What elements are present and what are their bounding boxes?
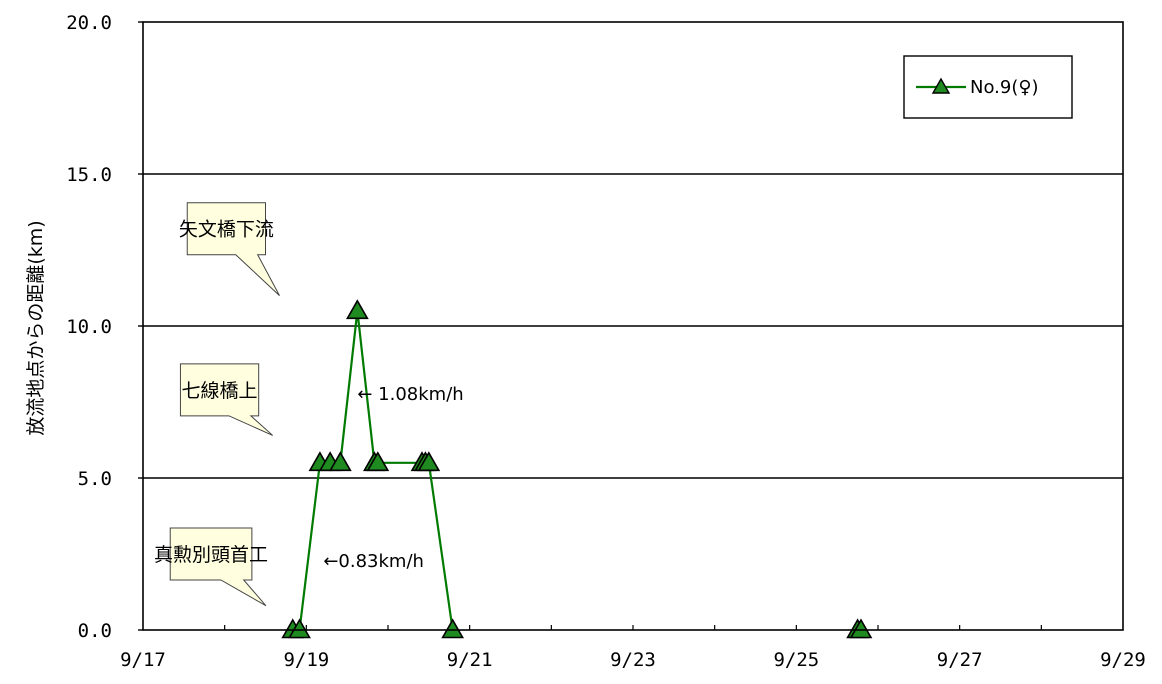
y-tick-label: 15.0 xyxy=(66,164,112,186)
callout-label: 矢文橋下流 xyxy=(179,219,274,241)
x-tick-label: 9/29 xyxy=(1100,649,1146,671)
y-tick-label: 5.0 xyxy=(78,468,112,490)
callout-label: 真勲別頭首工 xyxy=(154,544,268,566)
callout-box xyxy=(169,527,267,607)
callout-box xyxy=(179,363,274,436)
y-tick-label: 10.0 xyxy=(66,316,112,338)
callout-box xyxy=(186,202,280,296)
y-axis-label: 放流地点からの距離(km) xyxy=(25,220,47,435)
y-tick-label: 0.0 xyxy=(78,620,112,642)
callout: 七線橋上 xyxy=(179,363,274,436)
series xyxy=(281,299,873,639)
data-point xyxy=(366,451,390,472)
x-tick-label: 9/25 xyxy=(773,649,819,671)
ticks: 0.0 5.0 10.0 15.0 20.0 9/17 9/19 9/21 9/23 9/25 9/… xyxy=(66,12,1146,671)
speed-annotation: ← 1.08km/h xyxy=(357,384,463,405)
grid xyxy=(143,173,1123,479)
annotations: ← 1.08km/h ←0.83km/h xyxy=(323,384,463,572)
data-point xyxy=(345,299,369,320)
data-point xyxy=(417,451,441,472)
x-tick-label: 9/19 xyxy=(283,649,329,671)
callout-label: 七線橋上 xyxy=(182,380,258,402)
x-tick-label: 9/17 xyxy=(120,649,166,671)
data-point xyxy=(288,618,311,639)
speed-annotation: ←0.83km/h xyxy=(323,551,424,572)
x-tick-label: 9/27 xyxy=(937,649,983,671)
data-point xyxy=(441,618,465,639)
x-tick-label: 9/23 xyxy=(610,649,656,671)
callout: 矢文橋下流 xyxy=(179,202,280,296)
legend-label: No.9(♀) xyxy=(970,77,1039,98)
data-point xyxy=(328,451,352,472)
legend-marker xyxy=(931,77,951,94)
x-tick-label: 9/21 xyxy=(447,649,493,671)
y-tick-label: 20.0 xyxy=(66,12,112,34)
legend: No.9(♀) xyxy=(903,55,1073,119)
callout: 真勲別頭首工 xyxy=(154,527,268,607)
data-point xyxy=(849,618,873,639)
